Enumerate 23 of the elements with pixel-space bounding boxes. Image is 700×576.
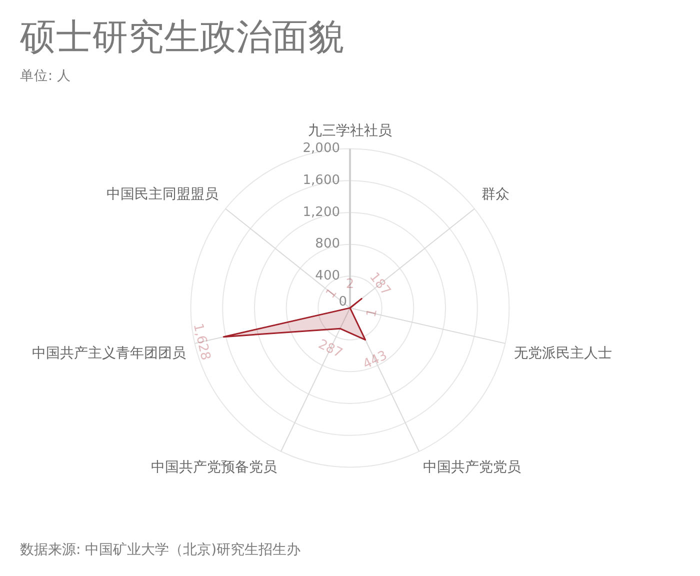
- y-tick-label: 800: [315, 236, 340, 252]
- spoke-label: 中国民主同盟盟员: [106, 186, 218, 202]
- source-note: 数据来源: 中国矿业大学（北京)研究生招生办: [20, 541, 301, 559]
- data-label: 1,628: [190, 322, 213, 362]
- chart-subtitle: 单位: 人: [20, 67, 71, 85]
- spoke-label: 群众: [482, 186, 510, 202]
- data-label: 1: [323, 286, 340, 302]
- y-tick-label: 400: [315, 268, 340, 284]
- y-tick-label: 2,000: [302, 141, 340, 156]
- spoke-label: 九三学社社员: [308, 123, 392, 140]
- spoke-label: 中国共产党党员: [422, 460, 521, 476]
- data-label: 443: [360, 348, 390, 373]
- data-label: 187: [366, 270, 394, 299]
- spoke-label: 中国共产党预备党员: [151, 460, 278, 476]
- data-label: 2: [346, 277, 354, 292]
- y-tick-label: 1,200: [302, 204, 340, 220]
- spoke-label: 无党派民主人士: [514, 345, 612, 362]
- y-tick-label: 0: [338, 294, 347, 310]
- y-tick-label: 1,600: [302, 173, 340, 188]
- chart-title: 硕士研究生政治面貌: [20, 16, 344, 60]
- data-label: 287: [316, 337, 345, 362]
- data-label: 1: [364, 307, 381, 319]
- spoke-label: 中国共产主义青年团团员: [32, 345, 186, 362]
